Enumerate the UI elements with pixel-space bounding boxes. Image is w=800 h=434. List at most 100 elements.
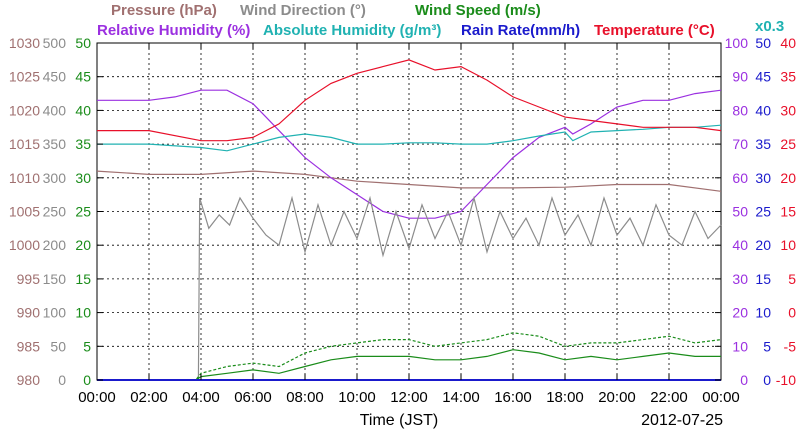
tick-label-temperature: 20 [780,170,796,186]
tick-label-temperature: 15 [780,204,796,220]
x-axis-ticks: 00:00 02:00 04:00 06:00 08:00 10:00 12:00 14:00… [78,42,740,406]
tick-label-relative-humidity: 0 [740,372,748,388]
tick-label-pressure: 995 [17,271,41,287]
tick-label-temperature: 10 [780,237,796,253]
tick-label-temperature: 25 [780,136,796,152]
tick-label-wind-speed: 50 [75,35,91,51]
tick-label-rain-rate: 30 [755,170,771,186]
tick-label-wind-direction: 250 [43,204,67,220]
tick-label-relative-humidity: 20 [732,305,748,321]
tick-label-wind-speed: 45 [75,69,91,85]
legend-item: Pressure (hPa) [111,2,217,19]
tick-label-wind-speed: 20 [75,237,91,253]
tick-label-rain-rate: 45 [755,69,771,85]
legend-item: Wind Speed (m/s) [415,2,541,19]
tick-label-pressure: 1015 [9,136,40,152]
date-label: 2012-07-25 [641,412,723,429]
right-axes: 1009080706050403020100504540353025201510… [725,35,797,388]
tick-label-temperature: 40 [780,35,796,51]
legend-item: x0.3 [755,18,784,35]
tick-label-wind-direction: 150 [43,271,67,287]
tick-label-pressure: 980 [17,372,41,388]
tick-label-wind-speed: 0 [83,372,91,388]
x-axis-label: Time (JST) [360,412,439,429]
tick-label-wind-speed: 25 [75,204,91,220]
tick-label-rain-rate: 50 [755,35,771,51]
tick-label-temperature: -10 [776,372,796,388]
tick-label-pressure: 1010 [9,170,40,186]
series-wind-speed-gust-m-s [97,332,722,381]
tick-label-wind-direction: 50 [50,338,66,354]
tick-label-wind-direction: 300 [43,170,67,186]
tick-label-rain-rate: 5 [763,338,771,354]
x-tick-label: 00:00 [78,389,116,406]
tick-label-rain-rate: 20 [755,237,771,253]
x-tick-label: 04:00 [182,389,220,406]
tick-label-pressure: 990 [17,305,41,321]
tick-label-pressure: 1025 [9,69,40,85]
x-tick-label: 08:00 [286,389,324,406]
tick-label-rain-rate: 15 [755,271,771,287]
tick-label-rain-rate: 10 [755,305,771,321]
legend-item: Relative Humidity (%) [97,22,250,39]
tick-label-relative-humidity: 70 [732,136,748,152]
series-temperature-c [97,59,722,142]
left-axes: 1030102510201015101010051000995990985980… [9,35,91,388]
tick-label-temperature: 5 [788,271,796,287]
tick-label-wind-direction: 450 [43,69,67,85]
x-tick-label: 18:00 [546,389,584,406]
tick-label-relative-humidity: 100 [725,35,749,51]
grid [97,43,721,380]
tick-label-pressure: 1005 [9,204,40,220]
x-tick-label: 14:00 [442,389,480,406]
legend-item: Absolute Humidity (g/m³) [263,22,441,39]
series-relative-humidity [97,89,722,219]
tick-label-relative-humidity: 60 [732,170,748,186]
tick-label-pressure: 1030 [9,35,40,51]
tick-label-rain-rate: 0 [763,372,771,388]
legend: Pressure (hPa) Wind Direction (°) Wind Spe… [97,2,784,39]
tick-label-wind-direction: 200 [43,237,67,253]
tick-label-wind-speed: 15 [75,271,91,287]
legend-item: Rain Rate(mm/h) [461,22,580,39]
x-tick-label: 02:00 [130,389,168,406]
tick-label-relative-humidity: 10 [732,338,748,354]
series-absolute-humidity-g-m [97,124,722,152]
x-tick-label: 10:00 [338,389,376,406]
tick-label-temperature: 0 [788,305,796,321]
tick-label-wind-direction: 100 [43,305,67,321]
tick-label-temperature: -5 [784,338,797,354]
tick-label-temperature: 30 [780,102,796,118]
tick-label-rain-rate: 25 [755,204,771,220]
tick-label-rain-rate: 35 [755,136,771,152]
legend-item: Temperature (°C) [594,22,715,39]
x-tick-label: 16:00 [494,389,532,406]
tick-label-wind-speed: 5 [83,338,91,354]
series-wind-speed-m-s [97,349,721,381]
x-tick-label: 12:00 [390,389,428,406]
tick-label-wind-speed: 30 [75,170,91,186]
tick-label-pressure: 1020 [9,102,40,118]
tick-label-relative-humidity: 30 [732,271,748,287]
x-tick-label: 20:00 [598,389,636,406]
tick-label-relative-humidity: 50 [732,204,748,220]
tick-label-relative-humidity: 90 [732,69,748,85]
x-tick-label: 06:00 [234,389,272,406]
tick-label-wind-direction: 400 [43,102,67,118]
tick-label-wind-direction: 350 [43,136,67,152]
tick-label-wind-speed: 10 [75,305,91,321]
x-tick-label: 22:00 [650,389,688,406]
tick-label-wind-direction: 0 [58,372,66,388]
series-pressure-hpa [96,170,722,192]
tick-label-wind-direction: 500 [43,35,67,51]
series-wind-direction [97,195,722,381]
tick-label-relative-humidity: 80 [732,102,748,118]
x-tick-label: 00:00 [702,389,740,406]
tick-label-temperature: 35 [780,69,796,85]
tick-label-pressure: 985 [17,338,41,354]
tick-label-wind-speed: 40 [75,102,91,118]
legend-item: Wind Direction (°) [240,2,366,19]
tick-label-relative-humidity: 40 [732,237,748,253]
tick-label-wind-speed: 35 [75,136,91,152]
